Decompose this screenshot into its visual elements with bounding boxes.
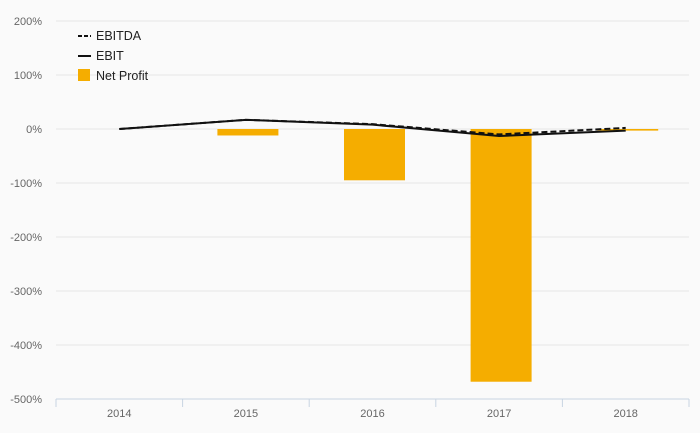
y-tick-label: -100% xyxy=(10,178,42,190)
y-tick-label: -400% xyxy=(10,340,42,352)
bar-net-profit xyxy=(217,129,278,135)
y-tick-label: -200% xyxy=(10,232,42,244)
x-tick-label: 2014 xyxy=(107,408,131,420)
legend-swatch-net-profit xyxy=(78,69,90,81)
x-axis xyxy=(56,399,689,407)
y-tick-label: 0% xyxy=(26,124,42,136)
x-tick-label: 2018 xyxy=(613,408,637,420)
bar-net-profit xyxy=(471,129,532,382)
bar-net-profit xyxy=(344,129,405,180)
legend-label-net-profit: Net Profit xyxy=(96,69,149,83)
x-tick-label: 2015 xyxy=(234,408,258,420)
legend: EBITDA EBIT Net Profit xyxy=(78,29,149,83)
y-tick-label: 100% xyxy=(14,70,42,82)
y-tick-label: -500% xyxy=(10,394,42,406)
x-tick-label: 2016 xyxy=(360,408,384,420)
x-tick-label: 2017 xyxy=(487,408,511,420)
y-tick-label: -300% xyxy=(10,286,42,298)
y-axis-tick-labels: 200% 100% 0% -100% -200% -300% -400% -500% xyxy=(10,16,42,406)
grid-lines xyxy=(56,21,689,345)
bar-series-net-profit xyxy=(217,129,658,382)
legend-label-ebit: EBIT xyxy=(96,49,124,63)
y-tick-label: 200% xyxy=(14,16,42,28)
x-axis-tick-labels: 2014 2015 2016 2017 2018 xyxy=(107,408,638,420)
legend-label-ebitda: EBITDA xyxy=(96,29,142,43)
